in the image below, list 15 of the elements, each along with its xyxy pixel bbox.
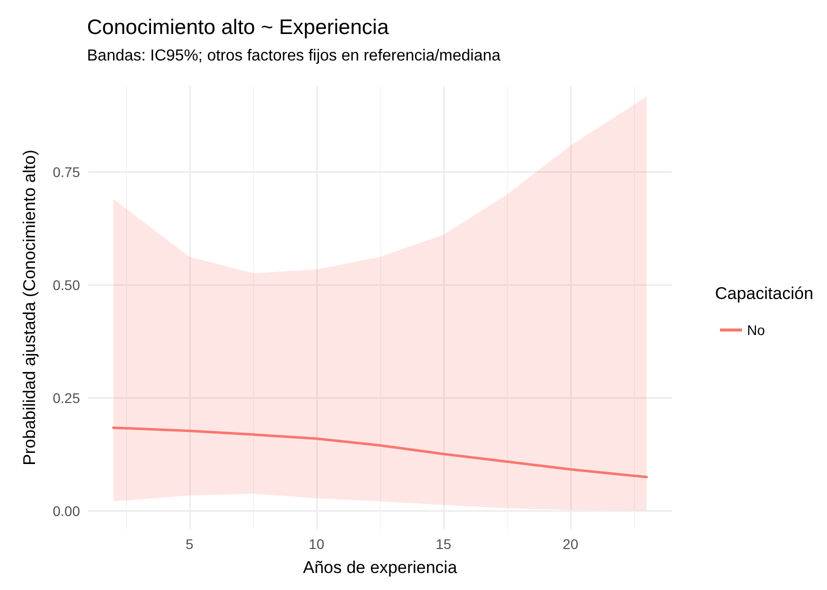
line-series	[112, 426, 648, 478]
x-tick-label: 15	[436, 536, 452, 552]
x-tick-label: 5	[186, 536, 194, 552]
chart-title: Conocimiento alto ~ Experiencia	[87, 16, 390, 39]
x-tick-label: 20	[562, 536, 578, 552]
x-axis-title: Años de experiencia	[302, 558, 458, 577]
legend-title: Capacitación	[715, 284, 814, 303]
y-tick-label: 0.50	[52, 276, 80, 293]
y-tick-label: 0.00	[52, 502, 80, 519]
y-tick-label: 0.25	[52, 390, 80, 406]
legend-label: No	[747, 322, 766, 338]
chart-subtitle: Bandas: IC95%; otros factores fijos en referencia/mediana	[87, 48, 501, 64]
y-axis-title: Probabilidad ajustada (Conocimiento alto)	[20, 150, 39, 466]
x-tick-label: 10	[308, 536, 325, 552]
y-tick-label: 0.75	[52, 164, 80, 180]
